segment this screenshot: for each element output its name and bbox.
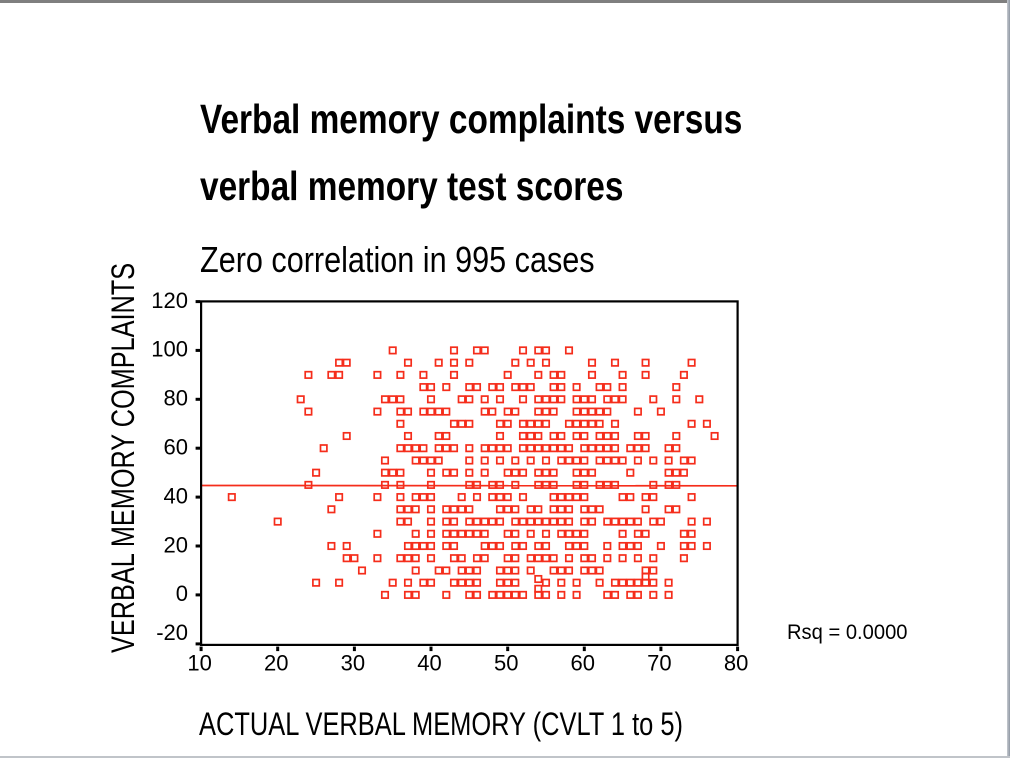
svg-text:120: 120 xyxy=(151,288,188,313)
svg-text:-20: -20 xyxy=(156,620,188,645)
svg-text:40: 40 xyxy=(164,483,188,508)
svg-text:80: 80 xyxy=(724,650,748,675)
svg-text:10: 10 xyxy=(187,650,211,675)
svg-text:0: 0 xyxy=(176,581,188,606)
svg-text:20: 20 xyxy=(264,650,288,675)
svg-text:80: 80 xyxy=(164,386,188,411)
svg-text:30: 30 xyxy=(341,650,365,675)
svg-text:50: 50 xyxy=(494,650,518,675)
svg-text:60: 60 xyxy=(571,650,595,675)
svg-text:40: 40 xyxy=(417,650,441,675)
svg-text:70: 70 xyxy=(647,650,671,675)
svg-text:20: 20 xyxy=(164,532,188,557)
svg-text:100: 100 xyxy=(151,337,188,362)
svg-text:60: 60 xyxy=(164,435,188,460)
